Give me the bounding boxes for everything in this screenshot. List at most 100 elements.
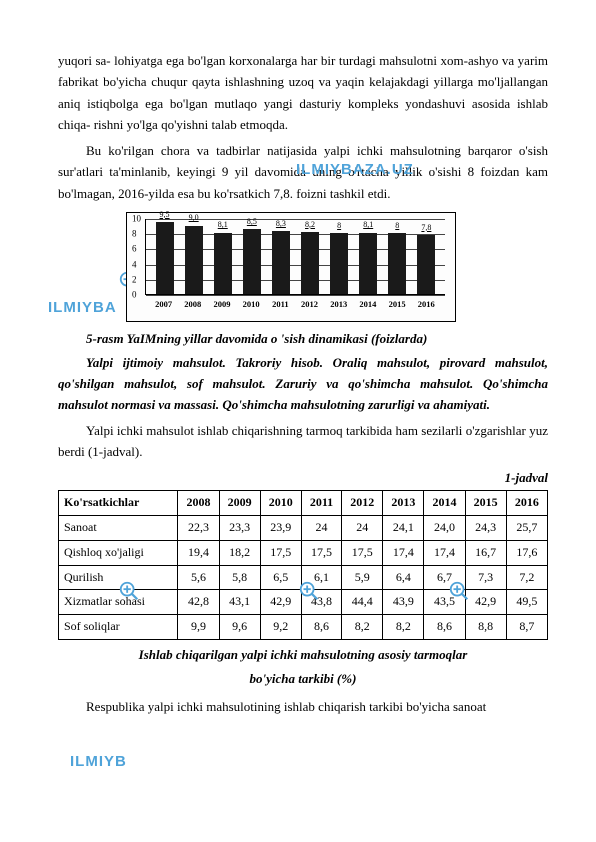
table-rowhead-cell: Qurilish xyxy=(59,565,178,590)
bar-value-label: 8 xyxy=(395,219,399,232)
table-rowhead-cell: Sanoat xyxy=(59,515,178,540)
table-cell: 17,4 xyxy=(424,540,465,565)
table-cell: 43,5 xyxy=(424,590,465,615)
table-cell: 24,3 xyxy=(465,515,506,540)
bar-value-label: 8 xyxy=(337,219,341,232)
table-header-cell: Ko'rsatkichlar xyxy=(59,491,178,516)
table-header-cell: 2011 xyxy=(301,491,341,516)
x-tick-label: 2016 xyxy=(415,297,437,311)
bar xyxy=(301,232,319,294)
bar xyxy=(156,222,174,294)
table-cell: 24,1 xyxy=(383,515,424,540)
table-cell: 8,8 xyxy=(465,615,506,640)
table-row: Qurilish5,65,86,56,15,96,46,77,37,2 xyxy=(59,565,548,590)
bar-value-label: 8,2 xyxy=(305,218,315,231)
table-cell: 24 xyxy=(342,515,383,540)
y-tick-label: 8 xyxy=(132,227,137,242)
bar-value-label: 8,3 xyxy=(276,217,286,230)
table-cell: 7,2 xyxy=(506,565,547,590)
table-cell: 16,7 xyxy=(465,540,506,565)
table-cell: 49,5 xyxy=(506,590,547,615)
bar xyxy=(330,233,348,294)
bar-value-label: 9,5 xyxy=(160,208,170,221)
table-cell: 18,2 xyxy=(219,540,260,565)
table-caption: bo'yicha tarkibi (%) xyxy=(58,668,548,689)
table-rowhead-cell: Sof soliqlar xyxy=(59,615,178,640)
table-rowhead-cell: Xizmatlar sohasi xyxy=(59,590,178,615)
table-cell: 8,6 xyxy=(301,615,341,640)
bar-value-label: 9,0 xyxy=(189,211,199,224)
table-cell: 9,9 xyxy=(178,615,219,640)
x-tick-label: 2013 xyxy=(328,297,350,311)
table-cell: 9,2 xyxy=(260,615,301,640)
table-cell: 8,2 xyxy=(342,615,383,640)
table-header-cell: 2015 xyxy=(465,491,506,516)
table-cell: 42,9 xyxy=(260,590,301,615)
table-cell: 17,6 xyxy=(506,540,547,565)
bar-value-label: 8,5 xyxy=(247,215,257,228)
table-cell: 5,9 xyxy=(342,565,383,590)
table-cell: 43,1 xyxy=(219,590,260,615)
table-row: Sof soliqlar9,99,69,28,68,28,28,68,88,7 xyxy=(59,615,548,640)
table-cell: 23,9 xyxy=(260,515,301,540)
table-cell: 17,4 xyxy=(383,540,424,565)
section-subhead: Yalpi ijtimoiy mahsulot. Takroriy hisob.… xyxy=(58,352,548,416)
bar-value-label: 8,1 xyxy=(363,218,373,231)
x-tick-label: 2015 xyxy=(386,297,408,311)
table-header-cell: 2016 xyxy=(506,491,547,516)
table-cell: 5,8 xyxy=(219,565,260,590)
y-tick-label: 6 xyxy=(132,242,137,257)
table-cell: 42,8 xyxy=(178,590,219,615)
table-cell: 17,5 xyxy=(301,540,341,565)
paragraph: Respublika yalpi ichki mahsulotining ish… xyxy=(58,696,548,717)
table-cell: 9,6 xyxy=(219,615,260,640)
x-tick-label: 2011 xyxy=(269,297,291,311)
x-tick-label: 2012 xyxy=(299,297,321,311)
table-cell: 44,4 xyxy=(342,590,383,615)
table-cell: 6,4 xyxy=(383,565,424,590)
y-tick-label: 4 xyxy=(132,257,137,272)
table-header-cell: 2009 xyxy=(219,491,260,516)
x-tick-label: 2007 xyxy=(153,297,175,311)
table-cell: 19,4 xyxy=(178,540,219,565)
table-header-cell: 2010 xyxy=(260,491,301,516)
table-cell: 42,9 xyxy=(465,590,506,615)
table-row: Sanoat22,323,323,9242424,124,024,325,7 xyxy=(59,515,548,540)
sector-composition-table: Ko'rsatkichlar200820092010201120122013 20… xyxy=(58,490,548,640)
bar xyxy=(359,233,377,295)
table-cell: 24 xyxy=(301,515,341,540)
paragraph: yuqori sa- lohiyatga ega bo'lgan korxona… xyxy=(58,50,548,136)
table-header-cell: 2013 xyxy=(383,491,424,516)
bar xyxy=(214,233,232,295)
table-cell: 8,2 xyxy=(383,615,424,640)
table-cell: 8,7 xyxy=(506,615,547,640)
table-row: Qishloq xo'jaligi19,418,217,517,517,517,… xyxy=(59,540,548,565)
paragraph: Bu ko'rilgan chora va tadbirlar natijasi… xyxy=(58,140,548,204)
bar xyxy=(388,233,406,294)
watermark-text: ILMIYB xyxy=(70,750,127,775)
paragraph: Yalpi ichki mahsulot ishlab chiqarishnin… xyxy=(58,420,548,463)
x-tick-label: 2010 xyxy=(240,297,262,311)
table-cell: 17,5 xyxy=(342,540,383,565)
table-cell: 6,5 xyxy=(260,565,301,590)
table-cell: 8,6 xyxy=(424,615,465,640)
table-label: 1-jadval xyxy=(58,467,548,488)
bar xyxy=(243,229,261,294)
watermark-text: ILMIYBA xyxy=(48,296,117,321)
table-row: Xizmatlar sohasi42,843,142,943,844,443,9… xyxy=(59,590,548,615)
table-rowhead-cell: Qishloq xo'jaligi xyxy=(59,540,178,565)
table-caption: Ishlab chiqarilgan yalpi ichki mahsulotn… xyxy=(58,644,548,665)
x-tick-label: 2009 xyxy=(211,297,233,311)
table-cell: 7,3 xyxy=(465,565,506,590)
bar-value-label: 7,8 xyxy=(421,221,431,234)
table-cell: 25,7 xyxy=(506,515,547,540)
chart-caption: 5-rasm YaIMning yillar davomida o 'sish … xyxy=(86,328,548,349)
bar xyxy=(272,231,290,294)
x-tick-label: 2014 xyxy=(357,297,379,311)
table-cell: 22,3 xyxy=(178,515,219,540)
table-header-cell: 2008 xyxy=(178,491,219,516)
table-cell: 43,8 xyxy=(301,590,341,615)
table-cell: 17,5 xyxy=(260,540,301,565)
x-tick-label: 2008 xyxy=(182,297,204,311)
table-header-cell: 2012 xyxy=(342,491,383,516)
